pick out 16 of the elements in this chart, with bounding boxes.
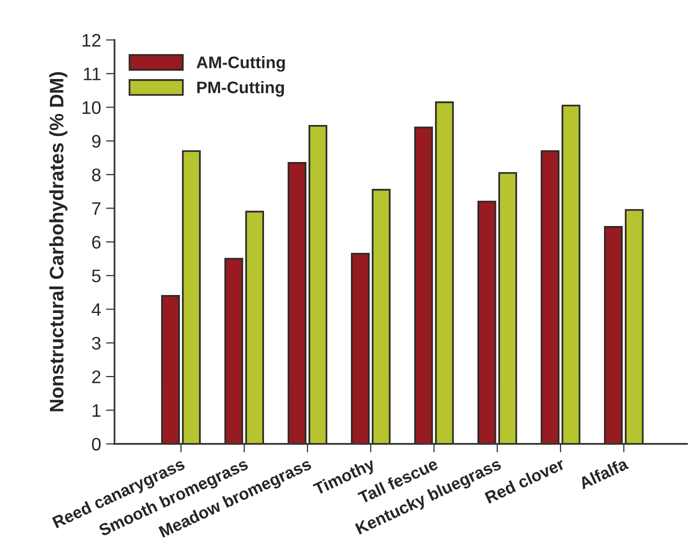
y-tick-label: 6 <box>92 236 101 249</box>
legend-label: PM-Cutting <box>197 81 284 97</box>
y-tick-label: 8 <box>92 168 101 182</box>
y-tick-label: 2 <box>92 370 100 384</box>
y-axis-title: Nonstructural Carbohydrates (% DM) <box>49 72 68 412</box>
y-tick-label: 10 <box>82 101 101 114</box>
y-tick-label: 7 <box>92 202 100 215</box>
y-tick-label: 12 <box>82 34 100 46</box>
y-tick-label: 0 <box>92 438 101 451</box>
legend-label: AM-Cutting <box>196 56 285 72</box>
y-tick-label: 3 <box>92 336 101 350</box>
y-tick-label: 9 <box>92 134 100 148</box>
y-tick-label: 11 <box>84 68 100 80</box>
y-tick-label: 1 <box>92 404 100 417</box>
y-tick-label: 4 <box>92 303 101 316</box>
y-tick-label: 5 <box>92 270 101 282</box>
